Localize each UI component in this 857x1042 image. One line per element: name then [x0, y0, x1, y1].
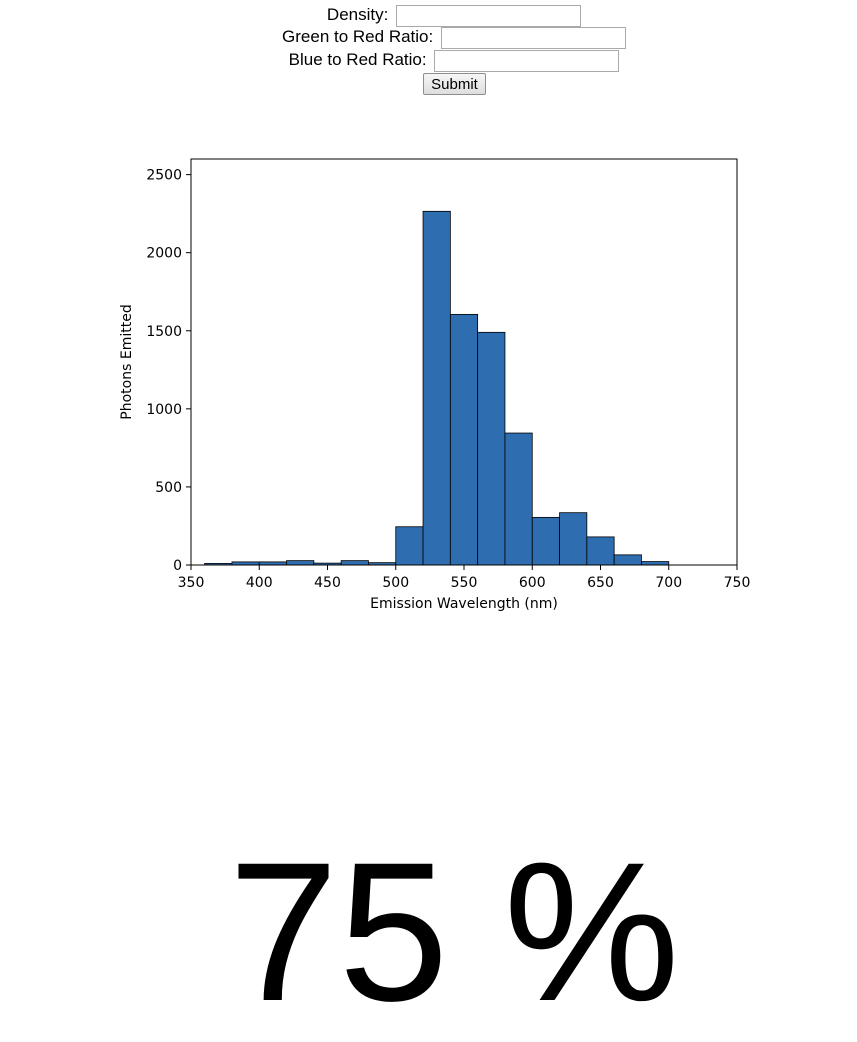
x-tick-label: 700	[655, 575, 682, 591]
y-tick-label: 0	[173, 558, 182, 574]
histogram-bar	[422, 210, 451, 566]
green-red-input[interactable]	[440, 26, 626, 49]
x-tick-label: 500	[382, 575, 409, 591]
histogram-bar	[559, 512, 588, 566]
histogram-bar	[504, 432, 533, 566]
blue-red-input[interactable]	[434, 49, 620, 72]
green-red-label: Green to Red Ratio:	[282, 27, 434, 46]
y-tick-label: 1000	[146, 402, 182, 418]
y-tick-label: 2500	[146, 168, 182, 184]
histogram-bar	[613, 554, 642, 566]
x-tick-label: 400	[246, 575, 273, 591]
histogram-bar	[586, 536, 615, 566]
blue-red-row: Blue to Red Ratio:	[0, 49, 857, 72]
histogram-bar	[531, 516, 560, 566]
histogram-bar	[395, 526, 424, 566]
blue-red-label: Blue to Red Ratio:	[288, 50, 427, 69]
density-label: Density:	[326, 5, 389, 24]
submit-button[interactable]: Submit	[423, 73, 486, 95]
density-input[interactable]	[396, 4, 582, 27]
y-tick-label: 500	[155, 480, 182, 496]
x-tick-label: 550	[451, 575, 478, 591]
histogram-bar	[641, 561, 670, 566]
density-row: Density:	[0, 4, 857, 27]
histogram-bar	[286, 560, 315, 566]
x-tick-label: 600	[519, 575, 546, 591]
emission-histogram: 350 400 450 500 550 600 650 700 750 0 500 1000 1500…	[119, 158, 751, 612]
histogram-bar	[340, 560, 369, 566]
histogram-bar	[449, 313, 479, 566]
green-red-row: Green to Red Ratio:	[0, 26, 857, 49]
y-axis: 0 500 1000 1500 2000 2500	[146, 168, 191, 574]
y-tick-label: 2000	[146, 246, 182, 262]
histogram-bar	[477, 331, 506, 566]
x-tick-label: 750	[724, 575, 751, 591]
x-tick-label: 350	[178, 575, 205, 591]
y-axis-label: Photons Emitted	[119, 304, 135, 419]
x-tick-label: 650	[587, 575, 614, 591]
bars-group	[204, 210, 670, 566]
x-axis-label: Emission Wavelength (nm)	[370, 596, 558, 612]
x-tick-label: 450	[314, 575, 341, 591]
y-tick-label: 1500	[146, 324, 182, 340]
result-percentage: 75 %	[228, 821, 680, 1042]
x-axis: 350 400 450 500 550 600 650 700 750	[178, 565, 751, 591]
